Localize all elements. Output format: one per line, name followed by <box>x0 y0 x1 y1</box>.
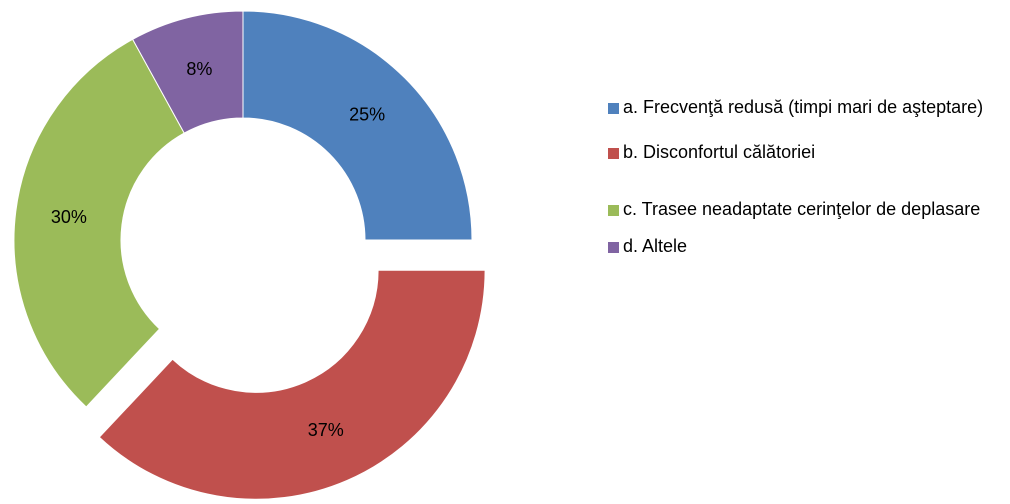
legend-item: b. Disconfortul călătoriei <box>608 141 998 164</box>
legend-label: d. Altele <box>623 236 688 256</box>
legend-swatch <box>608 205 619 216</box>
donut-segment <box>242 10 473 241</box>
legend-swatch <box>608 103 619 114</box>
donut-segment <box>13 38 185 408</box>
donut-segment <box>131 10 244 134</box>
legend-item: d. Altele <box>608 235 998 258</box>
legend-swatch <box>608 242 619 253</box>
legend-swatch <box>608 148 619 159</box>
legend-label: a. Frecvenţă redusă (timpi mari de aştep… <box>623 97 984 117</box>
legend-label: c. Trasee neadaptate cerinţelor de depla… <box>623 199 981 219</box>
legend-item: a. Frecvenţă redusă (timpi mari de aştep… <box>608 96 998 119</box>
data-label: 30% <box>51 207 87 227</box>
donut-segment <box>98 269 486 500</box>
data-label: 8% <box>186 59 212 79</box>
legend-item: c. Trasee neadaptate cerinţelor de depla… <box>608 198 998 221</box>
legend-label: b. Disconfortul călătoriei <box>623 142 816 162</box>
legend: a. Frecvenţă redusă (timpi mari de aştep… <box>608 96 998 258</box>
data-label: 37% <box>308 420 344 440</box>
data-label: 25% <box>349 105 385 125</box>
